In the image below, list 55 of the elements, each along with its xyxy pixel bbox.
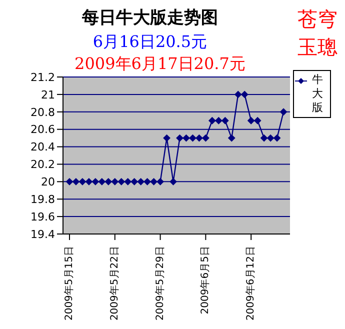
x-tick-label: 2009年5月29日 [154, 246, 166, 321]
point [241, 90, 248, 98]
legend-label: 牛大版 [312, 73, 324, 115]
point [72, 178, 80, 186]
point [66, 178, 73, 186]
point [78, 178, 86, 186]
y-tick-label: 21.2 [30, 70, 55, 84]
point [130, 178, 138, 186]
chart-subtitle: 6月16日20.5元 [92, 32, 208, 51]
point [98, 178, 106, 186]
point [170, 178, 177, 186]
point [182, 134, 190, 142]
point [280, 108, 288, 116]
x-tick-label: 2009年5月15日 [62, 246, 75, 321]
x-tick-label: 2009年6月5日 [199, 246, 212, 314]
x-tick-label: 2009年6月12日 [244, 246, 257, 321]
point [222, 117, 229, 124]
point [208, 117, 216, 124]
point [254, 117, 262, 124]
point [202, 134, 210, 142]
y-tick-label: 20.6 [30, 123, 55, 136]
point [144, 178, 151, 186]
point [111, 178, 118, 186]
y-tick-label: 20.8 [30, 106, 55, 119]
point [85, 178, 92, 186]
x-tick-label: 2009年5月22日 [108, 246, 120, 321]
y-tick-label: 20.2 [30, 158, 55, 172]
chart-title: 每日牛大版走势图 [82, 8, 218, 28]
point [150, 178, 158, 186]
point [248, 117, 255, 124]
text: 玉璁 [296, 34, 338, 61]
y-tick-label: 20 [41, 176, 55, 189]
point [92, 178, 99, 186]
point [176, 134, 184, 142]
point [234, 90, 242, 98]
point [163, 134, 170, 142]
y-tick-label: 19.6 [30, 210, 55, 224]
point [118, 178, 125, 186]
point [137, 178, 144, 186]
y-tick-label: 19.4 [30, 228, 55, 241]
point [104, 178, 112, 186]
point [274, 134, 281, 142]
y-tick-label: 19.8 [30, 193, 55, 206]
y-tick-label: 21 [41, 88, 55, 102]
point [228, 134, 236, 142]
point [189, 134, 196, 142]
point [267, 134, 274, 142]
y-tick-label: 20.4 [30, 140, 55, 154]
point [196, 134, 203, 142]
point [215, 117, 222, 124]
point [260, 134, 268, 142]
text: 苍穹 [296, 6, 338, 33]
point [156, 178, 164, 186]
point [124, 178, 132, 186]
text: 2009年6月17日20.7元 [74, 54, 246, 73]
